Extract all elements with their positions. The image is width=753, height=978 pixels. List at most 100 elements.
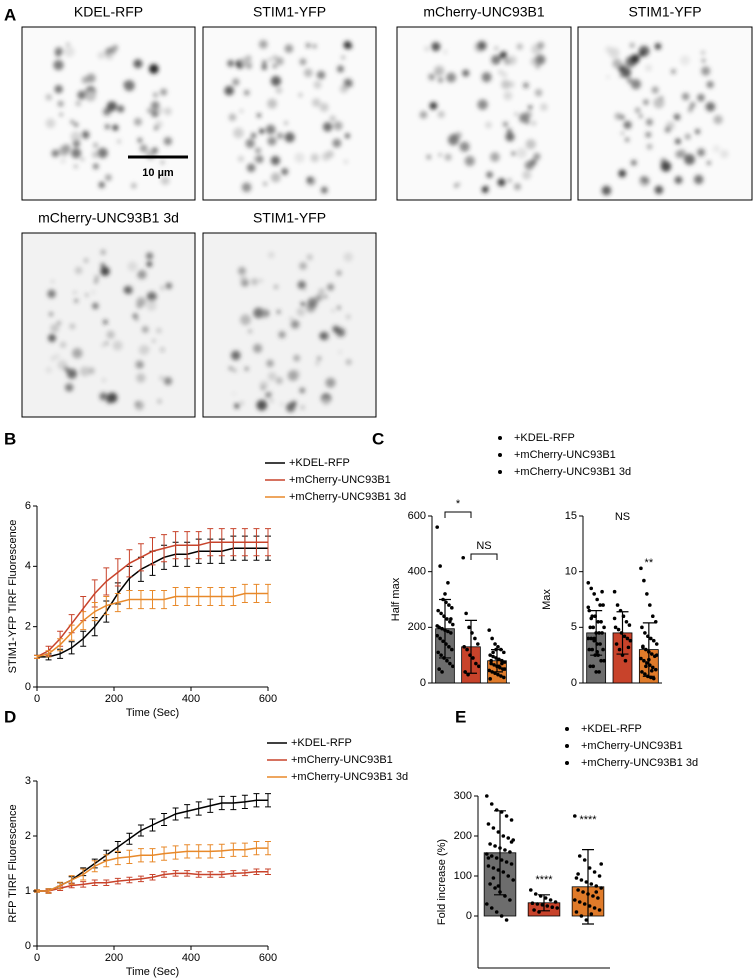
data-point bbox=[595, 597, 599, 602]
image-label: STIM1-YFP bbox=[628, 4, 701, 20]
data-point bbox=[509, 862, 514, 866]
data-point bbox=[650, 614, 655, 618]
blob bbox=[618, 169, 627, 178]
error-bar bbox=[184, 531, 191, 560]
error-bar bbox=[161, 812, 168, 827]
error-bar bbox=[114, 850, 121, 866]
blob bbox=[267, 57, 273, 62]
data-point bbox=[645, 661, 649, 665]
blob bbox=[522, 170, 532, 180]
data-point bbox=[587, 647, 592, 652]
data-point bbox=[586, 605, 591, 610]
blob bbox=[241, 182, 252, 193]
error-bar bbox=[218, 871, 225, 878]
y-tick-label: 0 bbox=[466, 910, 472, 922]
error-bar bbox=[491, 649, 503, 673]
blob bbox=[80, 157, 85, 161]
data-point bbox=[612, 589, 617, 594]
blob bbox=[45, 118, 56, 129]
blob bbox=[58, 145, 70, 157]
blob bbox=[156, 327, 162, 334]
blob bbox=[60, 158, 66, 164]
blob bbox=[47, 289, 56, 299]
data-point bbox=[589, 912, 594, 916]
error-bar bbox=[80, 630, 87, 647]
data-point bbox=[445, 617, 449, 621]
data-point bbox=[499, 914, 504, 918]
blob bbox=[290, 319, 300, 329]
blob bbox=[92, 302, 99, 310]
blob bbox=[629, 42, 635, 48]
data-point bbox=[489, 802, 494, 806]
data-point bbox=[616, 627, 621, 632]
blob bbox=[97, 51, 105, 60]
data-point bbox=[576, 872, 580, 876]
blob bbox=[160, 88, 168, 96]
data-point bbox=[598, 603, 602, 607]
blob bbox=[79, 366, 90, 377]
blob bbox=[491, 55, 501, 65]
blob bbox=[51, 149, 60, 158]
data-point bbox=[582, 858, 587, 862]
data-point bbox=[600, 589, 604, 594]
blob bbox=[85, 293, 89, 297]
data-point bbox=[532, 908, 536, 912]
error-bar bbox=[126, 849, 133, 864]
data-point bbox=[487, 668, 492, 673]
data-point bbox=[573, 898, 577, 902]
blob bbox=[660, 161, 672, 172]
y-tick-label: 10 bbox=[565, 566, 577, 578]
data-point bbox=[503, 660, 507, 664]
data-point bbox=[437, 667, 441, 671]
y-tick-label: 2 bbox=[25, 830, 31, 842]
blob bbox=[535, 54, 546, 65]
error-bar bbox=[195, 801, 202, 816]
data-point bbox=[497, 664, 501, 669]
blob bbox=[137, 137, 143, 143]
blob bbox=[608, 47, 620, 59]
data-point bbox=[584, 918, 589, 922]
data-point bbox=[555, 906, 559, 910]
significance-bracket bbox=[444, 511, 472, 518]
blob bbox=[293, 354, 301, 362]
blob bbox=[484, 185, 489, 190]
data-point bbox=[529, 888, 533, 892]
error-bar bbox=[241, 869, 248, 877]
blob bbox=[336, 65, 344, 73]
blob bbox=[345, 359, 352, 365]
data-point bbox=[573, 814, 577, 818]
data-point bbox=[654, 653, 659, 657]
data-point bbox=[591, 625, 596, 630]
error-bar bbox=[161, 846, 168, 861]
blob bbox=[48, 312, 54, 317]
blob bbox=[275, 86, 283, 94]
blob bbox=[300, 302, 305, 307]
blob bbox=[269, 398, 274, 403]
data-point bbox=[640, 625, 644, 630]
error-bar bbox=[137, 543, 144, 572]
blob bbox=[316, 70, 326, 80]
data-point bbox=[496, 884, 501, 888]
blob bbox=[707, 106, 712, 110]
blob bbox=[651, 86, 659, 94]
blob bbox=[680, 55, 690, 66]
data-point bbox=[443, 592, 447, 596]
blob bbox=[612, 58, 623, 69]
blob bbox=[159, 375, 165, 381]
legend-marker bbox=[498, 436, 502, 440]
blob bbox=[156, 107, 164, 114]
blob bbox=[256, 399, 268, 411]
error-bar bbox=[103, 596, 110, 616]
blob bbox=[305, 43, 311, 48]
blob bbox=[250, 132, 257, 139]
y-tick-label: 300 bbox=[454, 790, 472, 802]
data-point bbox=[594, 670, 598, 674]
data-point bbox=[439, 611, 443, 616]
blob bbox=[671, 69, 676, 74]
blob bbox=[429, 102, 438, 110]
blob bbox=[447, 134, 459, 146]
data-point bbox=[493, 844, 497, 848]
data-point bbox=[477, 664, 481, 669]
legend-label: +KDEL-RFP bbox=[289, 457, 350, 469]
